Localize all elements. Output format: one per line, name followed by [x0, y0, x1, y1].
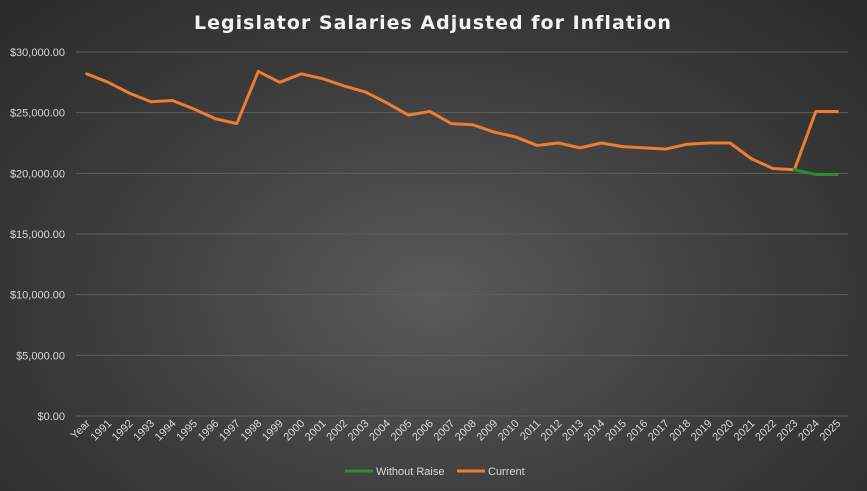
x-tick-label: 2000: [281, 418, 307, 444]
legend-label-without-raise: Without Raise: [376, 466, 444, 478]
x-tick-label: 1995: [174, 418, 200, 444]
y-tick-label: $25,000.00: [10, 108, 65, 120]
x-tick-label: 1994: [153, 418, 179, 444]
x-axis-ticks: Year199119921993199419951996199719981999…: [69, 417, 844, 443]
legend: Without Raise Current: [345, 466, 525, 478]
y-tick-label: $5,000.00: [16, 350, 65, 362]
y-tick-label: $15,000.00: [10, 229, 65, 241]
y-tick-label: $0.00: [37, 411, 65, 423]
x-tick-label: 2024: [796, 418, 822, 444]
x-tick-label: 1992: [110, 418, 136, 444]
x-tick-label: 2021: [732, 418, 758, 444]
series-line-current: [85, 69, 839, 172]
x-tick-label: 2022: [753, 418, 779, 444]
x-tick-label: 1999: [260, 418, 286, 444]
x-tick-label: 2008: [453, 418, 479, 444]
legend-label-current: Current: [488, 466, 525, 478]
x-tick-label: 2023: [775, 418, 801, 444]
y-tick-label: $10,000.00: [10, 290, 65, 302]
x-tick-label: 2003: [346, 418, 372, 444]
x-tick-label: 1996: [196, 418, 222, 444]
x-tick-label: 2010: [496, 418, 522, 444]
series-line-without-raise: [792, 168, 839, 177]
x-tick-label: Year: [69, 417, 93, 441]
x-tick-label: 2020: [710, 418, 736, 444]
x-tick-label: 2004: [367, 418, 393, 444]
x-tick-label: 2009: [474, 418, 500, 444]
y-axis-ticks: $0.00 $5,000.00 $10,000.00 $15,000.00 $20,00…: [10, 47, 65, 423]
x-tick-label: 2002: [324, 418, 350, 444]
x-tick-label: 2014: [582, 418, 608, 444]
x-tick-label: 2017: [646, 418, 672, 444]
x-tick-label: 2016: [625, 418, 651, 444]
x-tick-label: 2015: [603, 418, 629, 444]
x-tick-label: 2007: [432, 418, 458, 444]
y-tick-label: $20,000.00: [10, 168, 65, 180]
chart-title: Legislator Salaries Adjusted for Inflati…: [194, 12, 672, 34]
x-tick-label: 1991: [88, 418, 114, 444]
x-tick-label: 2025: [818, 418, 844, 444]
x-tick-label: 1998: [239, 418, 265, 444]
x-tick-label: 2001: [303, 418, 329, 444]
x-tick-label: 1997: [217, 418, 243, 444]
x-tick-label: 2019: [689, 418, 715, 444]
x-tick-label: 2013: [560, 418, 586, 444]
x-tick-label: 2011: [518, 418, 543, 443]
y-tick-label: $30,000.00: [10, 47, 65, 59]
x-tick-label: 2018: [667, 418, 693, 444]
x-tick-label: 2006: [410, 418, 436, 444]
x-tick-label: 2012: [539, 418, 565, 444]
series-lines: [85, 69, 839, 177]
x-tick-label: 1993: [131, 418, 157, 444]
x-tick-label: 2005: [389, 418, 415, 444]
